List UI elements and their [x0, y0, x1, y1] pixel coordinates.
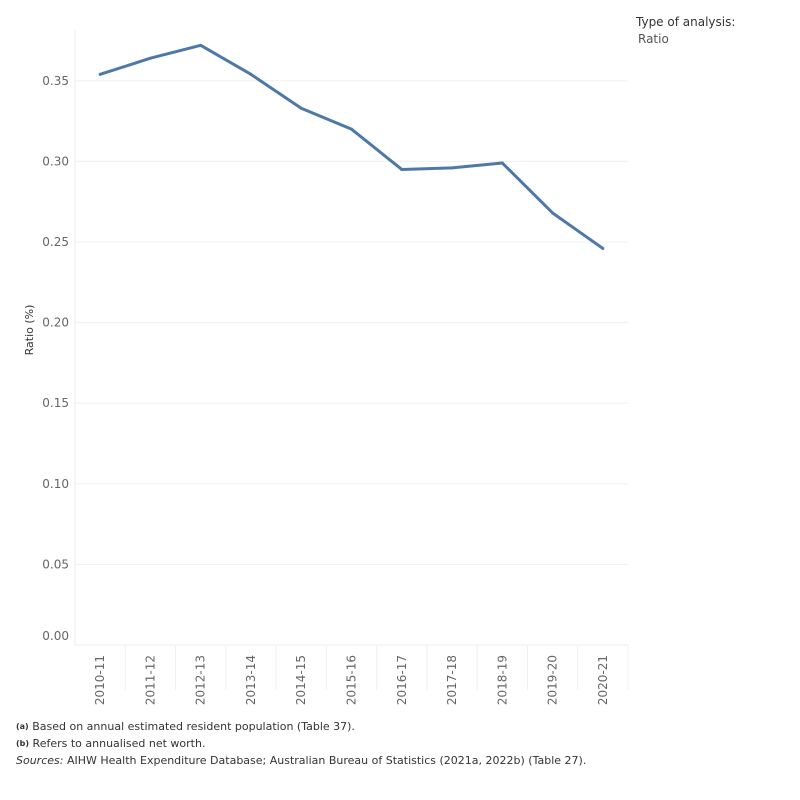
y-tick-label: 0.10: [42, 477, 69, 491]
data-point: [199, 43, 203, 47]
data-point: [500, 161, 504, 165]
x-tick-label: 2013-14: [244, 655, 258, 705]
legend-value[interactable]: Ratio: [638, 32, 669, 46]
x-tick-label: 2020-21: [596, 655, 610, 705]
line-chart: 0.00 0.05 0.10 0.15 0.20 0.25 0.30 0.35 2010-11 2…: [23, 30, 629, 705]
data-point: [450, 166, 454, 170]
data-point: [551, 211, 555, 215]
x-tick-label: 2016-17: [395, 655, 409, 705]
x-tick-label: 2012-13: [194, 655, 208, 705]
x-tick-label: 2017-18: [445, 655, 459, 705]
footnote-a: Based on annual estimated resident popul…: [32, 720, 355, 733]
data-point: [350, 127, 353, 131]
y-tick-label: 0.30: [42, 154, 69, 168]
footnote-b-mark: (b): [16, 739, 30, 748]
series-line-ratio: [99, 43, 604, 250]
x-tick-label: 2015-16: [345, 655, 359, 705]
y-tick-label: 0.25: [42, 235, 69, 249]
data-point: [98, 72, 102, 76]
x-tick-label: 2011-12: [143, 655, 157, 705]
footnote-a-mark: (a): [16, 722, 29, 731]
footnotes: (a) Based on annual estimated resident p…: [16, 718, 586, 769]
y-tick-label: 0.20: [42, 316, 69, 330]
data-point: [249, 72, 253, 76]
data-point: [148, 56, 152, 60]
y-tick-label: 0.15: [42, 396, 69, 410]
data-point: [400, 167, 404, 171]
y-axis-label: Ratio (%): [23, 305, 36, 356]
legend-title: Type of analysis:: [636, 15, 736, 29]
footnote-b: Refers to annualised net worth.: [32, 737, 206, 750]
x-tick-label: 2014-15: [294, 655, 308, 705]
x-tick-label: 2018-19: [495, 655, 509, 705]
y-tick-label: 0.00: [42, 629, 69, 643]
sources: AIHW Health Expenditure Database; Austra…: [66, 754, 587, 767]
x-tick-label: 2019-20: [546, 655, 560, 705]
x-tick-label: 2010-11: [93, 655, 107, 705]
data-point: [299, 106, 303, 110]
y-tick-label: 0.05: [42, 557, 69, 571]
y-tick-label: 0.35: [42, 74, 69, 88]
data-point: [601, 246, 605, 250]
sources-label: Sources:: [16, 754, 64, 767]
